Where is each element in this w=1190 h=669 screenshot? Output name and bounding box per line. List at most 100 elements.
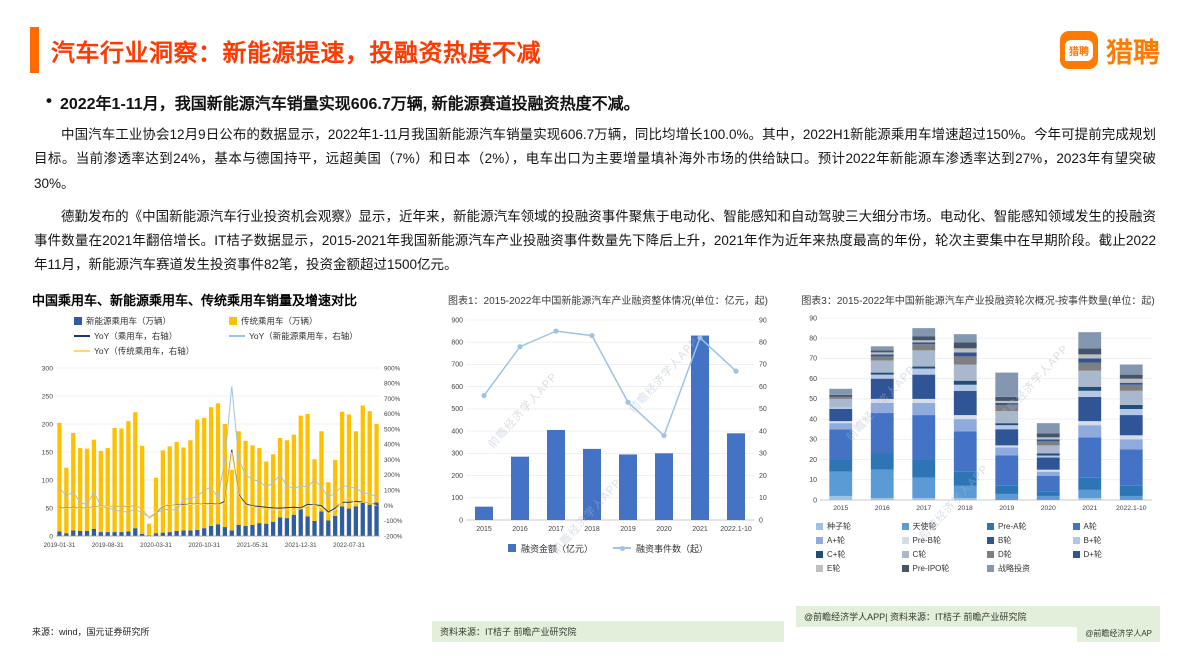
svg-text:700%: 700%	[384, 396, 401, 403]
chart1-title: 中国乘用车、新能源乘用车、传统乘用车销量及增速对比	[32, 292, 358, 308]
svg-text:500%: 500%	[384, 426, 401, 433]
legend-item: A+轮	[816, 535, 898, 546]
svg-text:0: 0	[813, 497, 817, 504]
svg-text:600: 600	[451, 384, 463, 391]
chart2-title: 图表1：2015-2022年中国新能源汽车产业融资整体情况(单位：亿元，起)	[447, 295, 769, 307]
svg-text:800%: 800%	[384, 380, 401, 387]
key-point-text: 2022年1-11月，我国新能源汽车销量实现606.7万辆, 新能源赛道投融资热…	[59, 96, 640, 113]
svg-text:2015: 2015	[476, 526, 492, 533]
svg-text:900: 900	[451, 317, 463, 324]
chart1-plot: 0 50 100 150 200 250 300 -200% -100% 0% 100% 200% 30…	[42, 365, 403, 549]
svg-text:100%: 100%	[384, 487, 401, 494]
svg-text:150: 150	[42, 449, 54, 456]
chart1-source: 来源：wind，国元证券研究所	[32, 626, 150, 637]
svg-text:2022-07-31: 2022-07-31	[333, 542, 365, 549]
charts-row: 中国乘用车、新能源乘用车、传统乘用车销量及增速对比 新能源乘用车（万辆） 传统乘用…	[0, 278, 1190, 642]
legend-item: 战略投资	[987, 563, 1069, 574]
liepin-logo: 猎聘 猎聘	[1060, 31, 1160, 70]
legend-label: YoY（新能源乘用车，右轴）	[249, 331, 358, 342]
legend-label: A轮	[1083, 521, 1097, 531]
legend-item: E轮	[816, 563, 898, 574]
chart2-plot: 0 100 200 300 400 500 600 700 800 900 0 10 20 30 40 50 6…	[451, 317, 767, 533]
svg-text:2021: 2021	[692, 526, 708, 533]
svg-text:400: 400	[451, 428, 463, 435]
legend-label: D轮	[998, 549, 1012, 559]
legend-swatch-line	[74, 335, 90, 338]
legend-label: 传统乘用车（万辆）	[241, 316, 318, 327]
svg-text:700: 700	[451, 362, 463, 369]
legend-swatch	[1072, 536, 1080, 544]
legend-label: D+轮	[1083, 549, 1102, 559]
legend-item: B轮	[987, 535, 1069, 546]
legend-swatch	[987, 564, 994, 572]
legend-label: YoY（传统乘用车，右轴）	[94, 346, 195, 357]
legend-swatch-line	[74, 350, 90, 353]
svg-text:2017: 2017	[548, 526, 564, 533]
svg-text:2018: 2018	[584, 526, 600, 533]
page-title: 汽车行业洞察：新能源提速，投融资热度不减	[51, 39, 541, 67]
chart-financing-rounds: 前瞻经济学人APP 前瞻经济学人APP 前瞻经济学人APP 图表3：2015-2…	[796, 290, 1160, 642]
legend-swatch	[1072, 522, 1080, 530]
svg-text:900%: 900%	[384, 365, 401, 372]
legend-label: C轮	[912, 549, 927, 559]
legend-item: Pre-IPO轮	[901, 563, 984, 574]
legend-item: Pre-A轮	[987, 521, 1069, 532]
legend-label: 种子轮	[827, 521, 851, 531]
svg-text:2015: 2015	[833, 505, 848, 512]
legend-label: YoY（乘用车，右轴）	[94, 331, 178, 342]
svg-text:800: 800	[451, 339, 463, 346]
legend-item: D+轮	[1072, 549, 1155, 560]
legend-swatch	[901, 522, 909, 530]
legend-item: 融资金额（亿元）	[507, 542, 593, 555]
svg-text:2019-08-31: 2019-08-31	[92, 542, 124, 549]
legend-item: YoY（新能源乘用车，右轴）	[229, 330, 384, 342]
legend-item: D轮	[987, 549, 1069, 560]
liepin-logo-icon: 猎聘	[1060, 31, 1098, 69]
svg-text:-100%: -100%	[384, 518, 403, 525]
legend-swatch	[816, 536, 823, 544]
page-header: 汽车行业洞察：新能源提速，投融资热度不减 猎聘 猎聘	[0, 0, 1190, 76]
paragraph-1: 中国汽车工业协会12月9日公布的数据显示，2022年1-11月我国新能源汽车销量…	[34, 127, 1156, 191]
liepin-logo-bubble-icon: 猎聘	[1065, 39, 1093, 61]
svg-text:2017: 2017	[916, 505, 931, 512]
legend-item: C轮	[901, 549, 984, 560]
legend-label: C+轮	[827, 549, 846, 559]
svg-text:0: 0	[49, 533, 53, 540]
svg-text:30: 30	[809, 436, 817, 443]
svg-text:10: 10	[809, 477, 817, 484]
svg-text:0%: 0%	[384, 503, 394, 510]
legend-label: E轮	[827, 563, 841, 573]
legend-swatch	[901, 564, 909, 572]
svg-text:200: 200	[42, 421, 54, 428]
bullet-marker: •	[46, 91, 52, 110]
svg-text:2021-05-31: 2021-05-31	[237, 542, 269, 549]
svg-text:0: 0	[759, 517, 763, 524]
legend-swatch	[1072, 550, 1080, 558]
legend-item: Pre-B轮	[901, 535, 984, 546]
legend-item: YoY（传统乘用车，右轴）	[74, 345, 229, 357]
svg-text:90: 90	[809, 315, 817, 322]
legend-label: 新能源乘用车（万辆）	[86, 316, 172, 327]
legend-swatch-line	[229, 335, 245, 338]
svg-text:2019-01-31: 2019-01-31	[44, 542, 76, 549]
chart2-source: 资料来源：IT桔子 前瞻产业研究院	[432, 620, 784, 642]
svg-text:100: 100	[42, 477, 54, 484]
svg-text:250: 250	[42, 393, 54, 400]
legend-swatch	[901, 550, 909, 558]
chart1-legend: 新能源乘用车（万辆） 传统乘用车（万辆） YoY（乘用车，右轴） YoY（新能源乘用车…	[74, 314, 384, 359]
svg-text:70: 70	[759, 362, 767, 369]
svg-text:40: 40	[759, 428, 767, 435]
svg-text:200%: 200%	[384, 472, 401, 479]
svg-text:500: 500	[451, 406, 463, 413]
legend-swatch	[816, 522, 823, 530]
svg-text:2021-12-31: 2021-12-31	[285, 542, 317, 549]
chart-financing-overview: 前瞻经济学人APP 前瞻经济学人APP 前瞻经济学人APP 图表1：2015-2…	[432, 290, 784, 642]
svg-text:2020: 2020	[1041, 505, 1056, 512]
legend-label: A+轮	[827, 535, 846, 545]
svg-text:300%: 300%	[384, 457, 401, 464]
svg-text:2020-10-31: 2020-10-31	[188, 542, 220, 549]
svg-text:60: 60	[809, 376, 817, 383]
svg-text:20: 20	[759, 473, 767, 480]
legend-label: B轮	[998, 535, 1012, 545]
